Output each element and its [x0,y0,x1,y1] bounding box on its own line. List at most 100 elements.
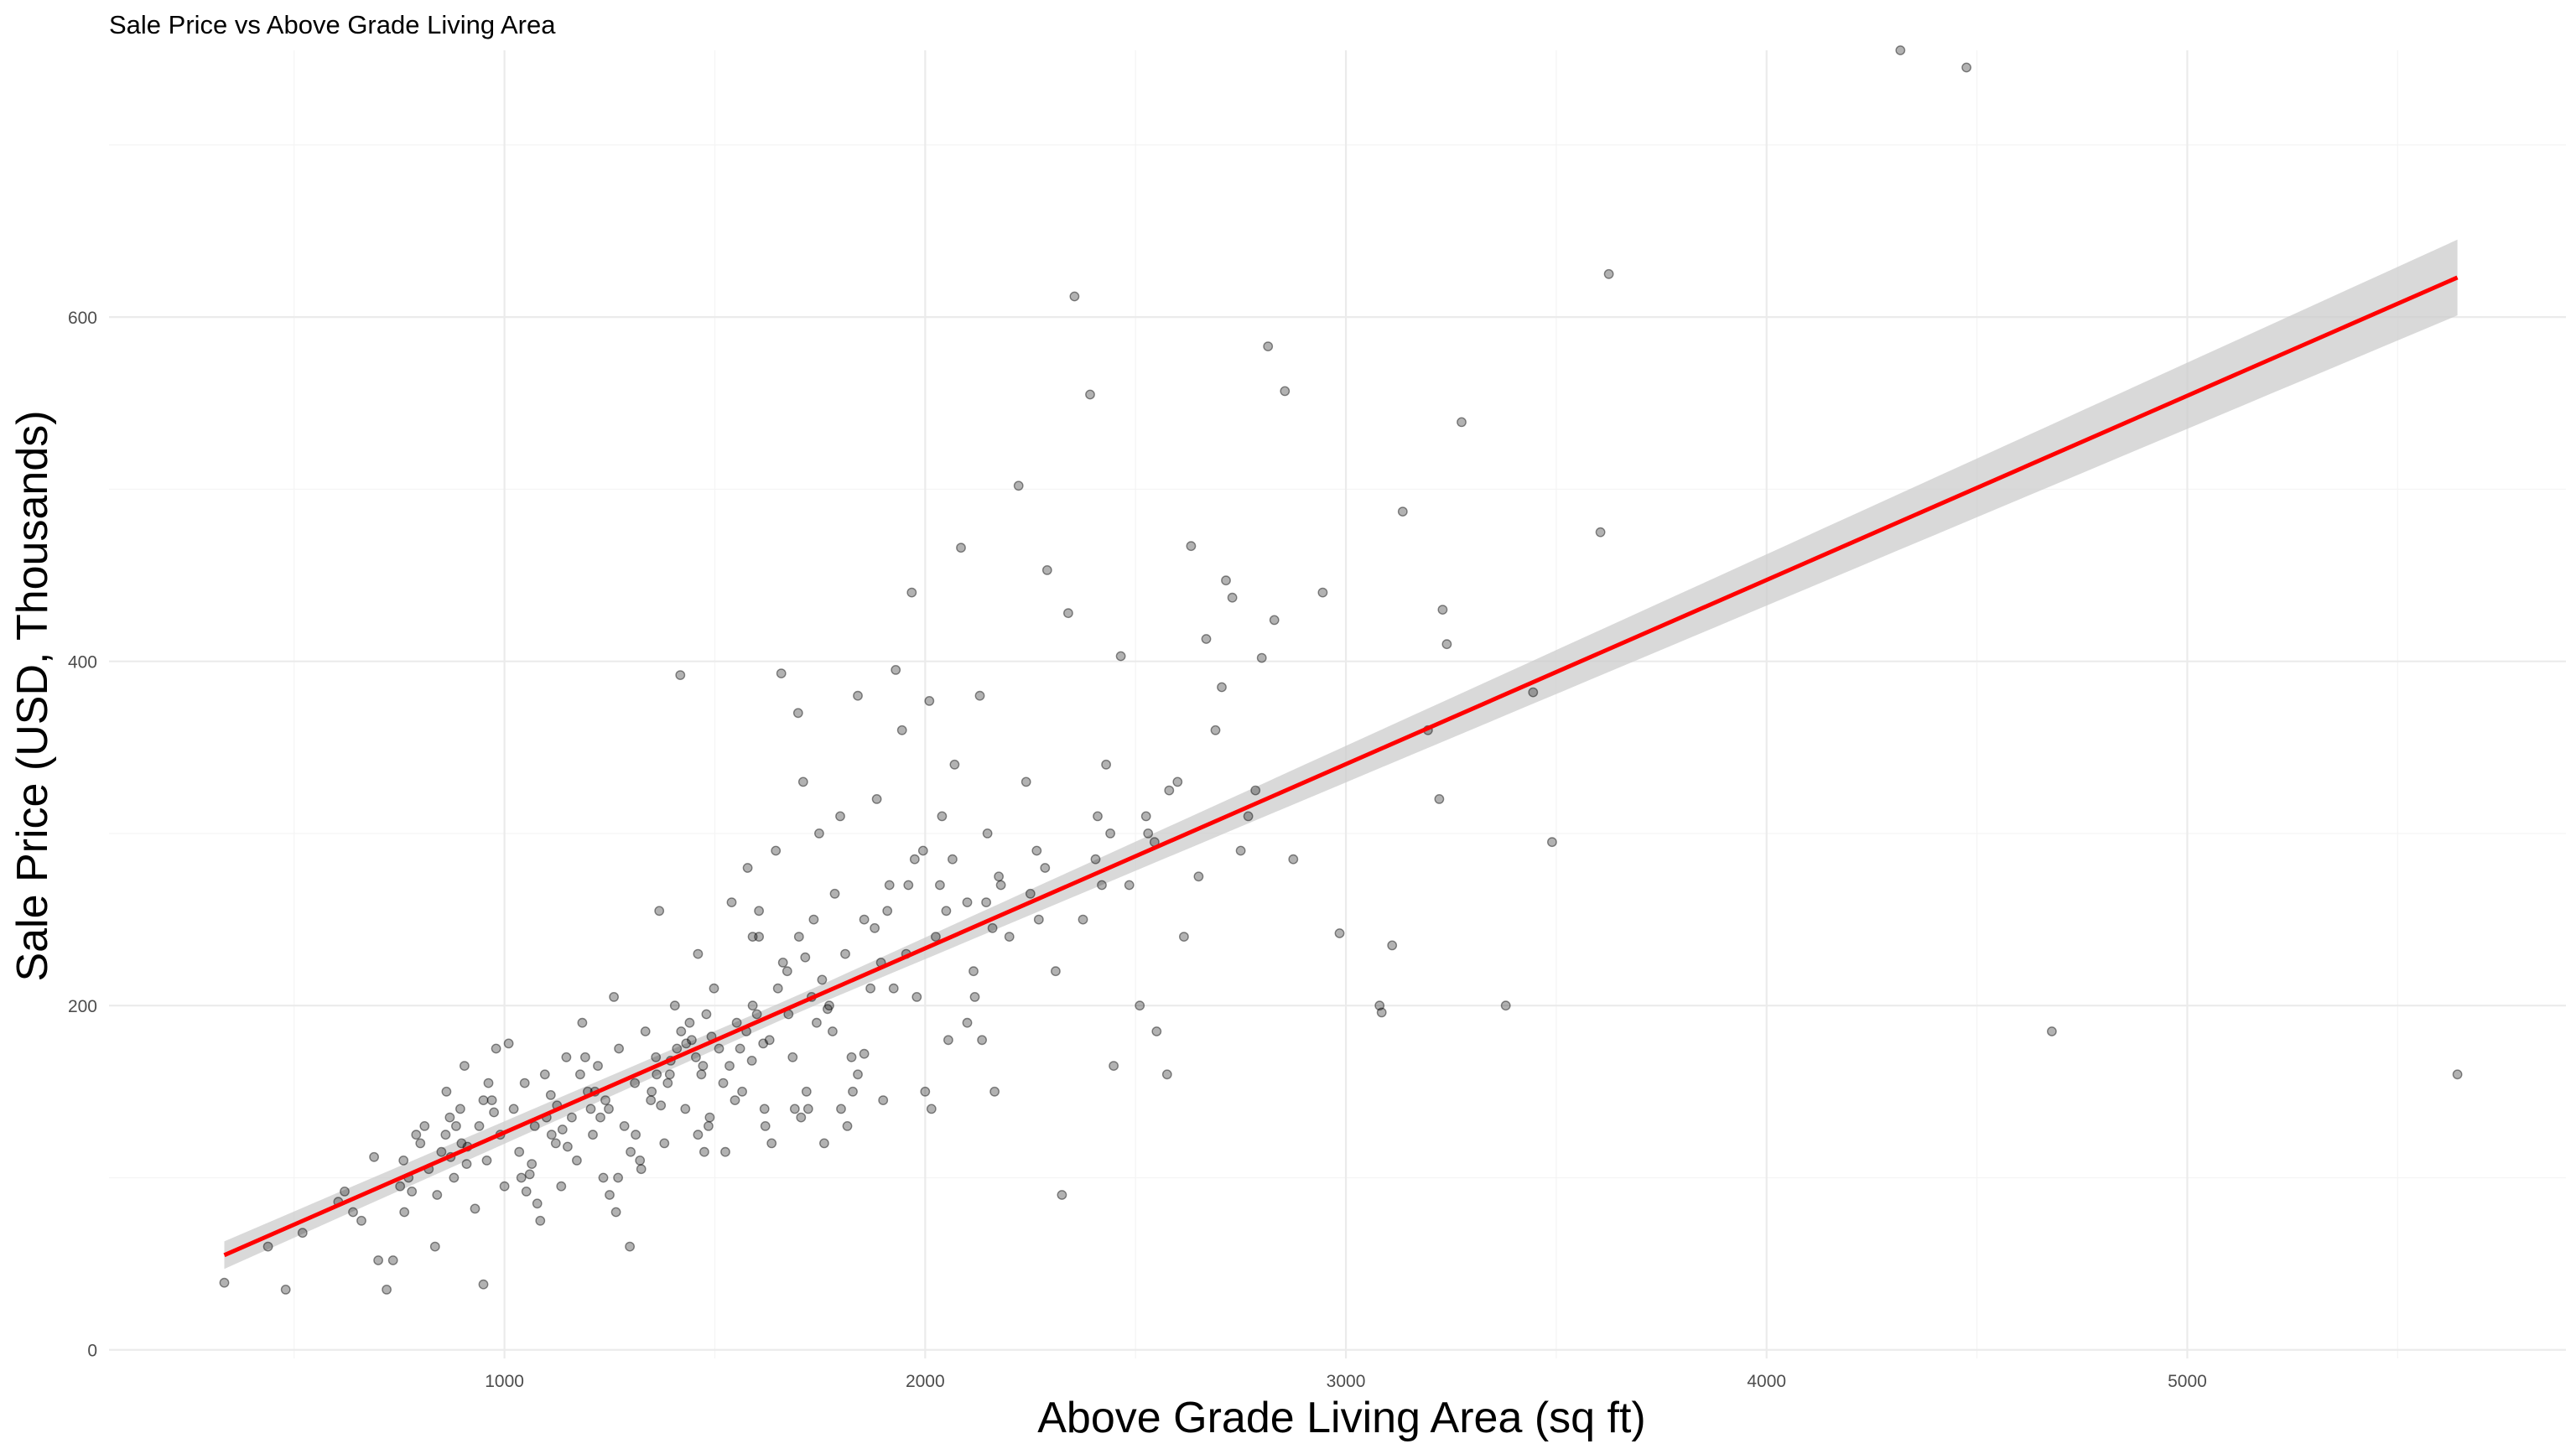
data-point [1269,615,1280,626]
data-point [625,1241,635,1252]
data-point [609,992,619,1002]
data-point [280,1285,291,1295]
data-point [647,1086,657,1097]
data-point [478,1279,489,1290]
data-point [669,1000,680,1011]
data-point [516,1172,527,1183]
data-point [1227,592,1238,603]
major-gridlines [109,50,2566,1358]
data-point [691,1052,701,1062]
data-point [1243,811,1254,822]
data-point [962,897,973,908]
data-point [840,948,850,959]
data-point [969,966,979,977]
data-point [746,1056,757,1066]
data-point [1547,837,1557,848]
data-point [1895,45,1906,55]
data-point [882,906,893,917]
data-point [550,1138,561,1149]
data-point [1397,506,1408,517]
data-point [1078,914,1088,925]
data-point [1374,1000,1385,1011]
data-point [600,1095,610,1106]
x-tick-label: 3000 [1327,1372,1366,1391]
data-point [527,1159,538,1170]
y-tick-label: 400 [68,653,97,673]
data-point [766,1138,777,1149]
data-point [460,1061,470,1072]
data-point [1051,966,1061,977]
confidence-band [224,239,2458,1270]
data-point [1457,417,1467,428]
data-point [387,1255,398,1265]
data-point [742,863,753,873]
data-point [731,1017,742,1028]
data-point [529,1121,540,1131]
data-point [793,932,804,943]
data-point [1217,682,1227,693]
data-point [626,1146,636,1157]
data-point [662,1078,673,1088]
data-point [636,1164,647,1175]
data-point [1376,1007,1387,1018]
data-point [828,1026,838,1036]
data-point [696,1069,707,1080]
data-point [676,1026,687,1036]
data-point [535,1215,546,1226]
data-point [853,690,863,701]
data-point [503,1038,514,1049]
data-point [698,1061,709,1072]
data-point [369,1151,379,1162]
data-point [735,1043,745,1054]
data-point [1210,724,1221,735]
data-point [478,1095,489,1106]
data-point [1441,639,1452,650]
data-point [1021,776,1031,787]
data-point [853,1069,863,1080]
data-point [654,906,665,917]
data-point [1033,914,1044,925]
data-point [891,665,901,675]
data-point [981,897,992,908]
data-point [1041,565,1052,575]
data-point [635,1156,646,1166]
data-point [572,1156,582,1166]
y-tick-label: 0 [87,1342,97,1361]
data-point [656,1100,667,1111]
data-point [1057,1190,1067,1200]
data-point [456,1138,467,1149]
data-point [911,992,922,1002]
y-tick-label: 200 [68,997,97,1016]
data-point [994,871,1005,882]
data-point [1031,845,1042,856]
data-point [1069,291,1080,302]
y-tick-label: 600 [68,309,97,328]
data-point [977,1035,988,1046]
data-point [764,1035,775,1046]
data-point [782,966,792,977]
data-point [789,1104,800,1114]
data-point [577,1017,588,1028]
data-point [801,1086,812,1097]
data-point [1143,828,1154,839]
data-point [340,1187,350,1197]
data-point [896,724,907,735]
data-point [407,1187,418,1197]
data-point [974,690,985,701]
data-point [1090,854,1101,865]
data-point [429,1241,440,1252]
data-point [613,1172,623,1183]
data-point [709,983,719,994]
data-point [903,880,914,891]
data-point [455,1104,465,1114]
data-point [796,1112,807,1123]
data-point [792,708,803,719]
data-point [1179,932,1189,943]
data-point [760,1121,771,1131]
data-point [943,1035,953,1046]
data-point [787,1052,798,1062]
data-point [935,880,945,891]
data-point [747,1000,758,1011]
data-point [585,1104,596,1114]
data-point [1387,940,1398,951]
